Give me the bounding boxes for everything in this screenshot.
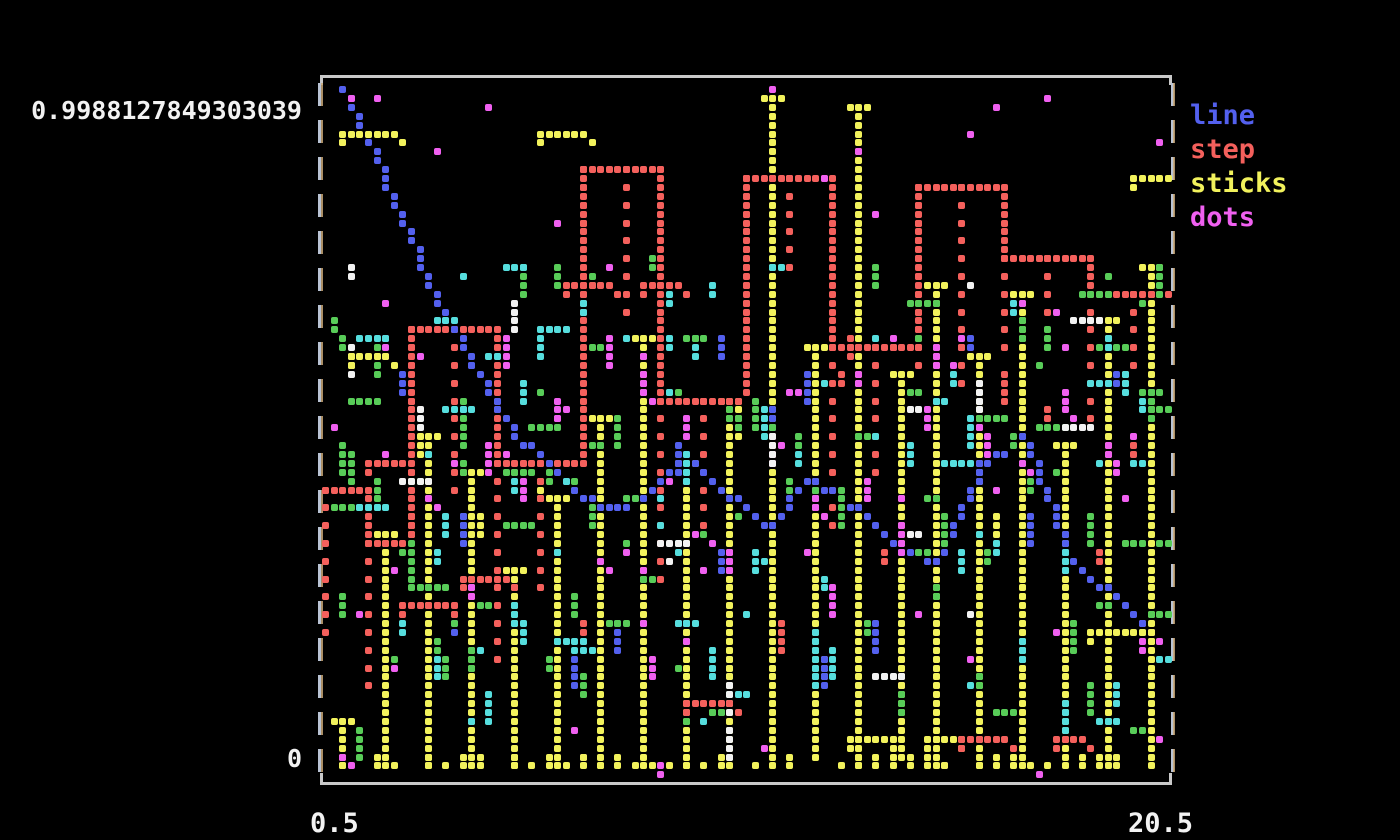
- y-axis-max-label: 0.9988127849303039: [31, 96, 302, 125]
- plot-corner-top-right: [1169, 75, 1172, 85]
- y-axis-min-label: 0: [286, 744, 302, 773]
- legend-label-step: step: [1190, 133, 1256, 165]
- legend-item-line[interactable]: line: [1190, 98, 1288, 132]
- plot-right-border-accent: [1173, 83, 1175, 779]
- x-axis-min-label: 0.5: [310, 808, 359, 839]
- plot-top-border: [320, 75, 1172, 78]
- plot-left-border: [318, 83, 321, 779]
- plot-corner-bottom-right: [1169, 773, 1172, 783]
- legend: line step sticks dots: [1190, 98, 1288, 234]
- plot-right-border: [1171, 83, 1174, 779]
- x-axis-max-label: 20.5: [1128, 808, 1194, 839]
- plot-frame: [318, 75, 1175, 785]
- legend-label-dots: dots: [1190, 201, 1256, 233]
- legend-label-sticks: sticks: [1190, 167, 1288, 199]
- legend-item-step[interactable]: step: [1190, 132, 1288, 166]
- plot-left-border-accent: [321, 83, 323, 779]
- legend-label-line: line: [1190, 99, 1256, 131]
- plot-corner-top-left: [320, 75, 323, 85]
- legend-item-dots[interactable]: dots: [1190, 200, 1288, 234]
- legend-item-sticks[interactable]: sticks: [1190, 166, 1288, 200]
- plot-bottom-border: [320, 782, 1172, 785]
